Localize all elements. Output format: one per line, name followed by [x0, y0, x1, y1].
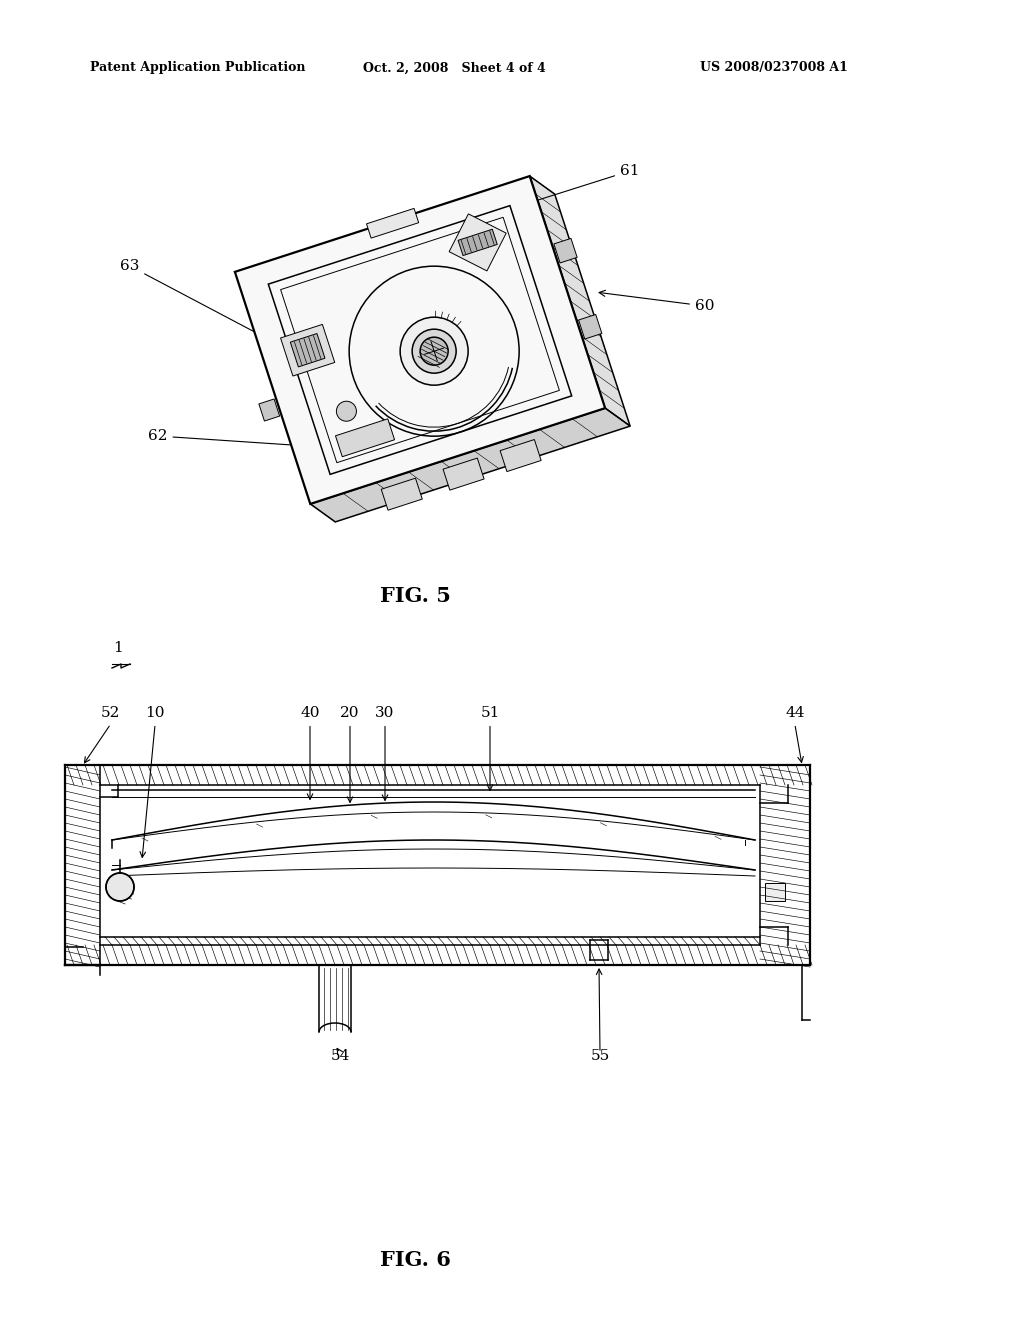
Polygon shape: [310, 408, 630, 521]
Text: 30: 30: [376, 706, 394, 719]
Polygon shape: [554, 239, 578, 263]
Text: 55: 55: [591, 1049, 609, 1063]
Polygon shape: [500, 440, 541, 471]
Circle shape: [337, 401, 356, 421]
Polygon shape: [458, 230, 498, 256]
Circle shape: [420, 337, 449, 366]
Circle shape: [412, 329, 456, 374]
Polygon shape: [291, 334, 325, 367]
Text: 20: 20: [340, 706, 359, 719]
Polygon shape: [259, 399, 280, 421]
Polygon shape: [336, 418, 394, 457]
Polygon shape: [281, 325, 335, 376]
Text: 10: 10: [145, 706, 165, 719]
Polygon shape: [450, 214, 506, 271]
Polygon shape: [367, 209, 419, 238]
Text: 44: 44: [785, 706, 805, 719]
Text: FIG. 6: FIG. 6: [380, 1250, 451, 1270]
Text: 52: 52: [100, 706, 120, 719]
Text: 60: 60: [599, 290, 715, 313]
Text: 62: 62: [148, 429, 341, 451]
Polygon shape: [234, 176, 605, 504]
Text: 54: 54: [331, 1049, 349, 1063]
Text: 63: 63: [120, 259, 293, 352]
Circle shape: [400, 317, 468, 385]
Text: FIG. 5: FIG. 5: [380, 586, 451, 606]
Polygon shape: [579, 314, 602, 339]
Polygon shape: [381, 478, 422, 511]
Text: 51: 51: [480, 706, 500, 719]
Polygon shape: [765, 883, 785, 902]
Polygon shape: [443, 458, 484, 490]
Circle shape: [106, 873, 134, 902]
Text: 40: 40: [300, 706, 319, 719]
Text: 61: 61: [496, 164, 640, 215]
Text: US 2008/0237008 A1: US 2008/0237008 A1: [700, 62, 848, 74]
Polygon shape: [529, 176, 630, 426]
Text: 1: 1: [113, 642, 123, 655]
Text: Oct. 2, 2008   Sheet 4 of 4: Oct. 2, 2008 Sheet 4 of 4: [362, 62, 546, 74]
Text: Patent Application Publication: Patent Application Publication: [90, 62, 305, 74]
